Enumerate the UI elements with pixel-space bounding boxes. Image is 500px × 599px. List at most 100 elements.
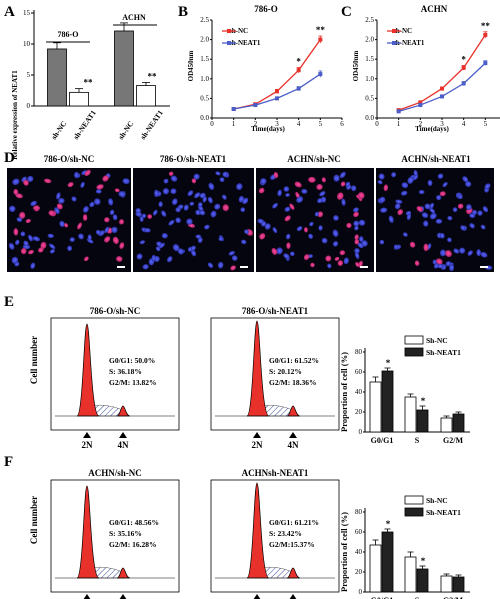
nucleus-dapi: [204, 224, 210, 230]
significance-mark: *: [296, 56, 301, 66]
nucleus-dapi: [28, 234, 34, 242]
nucleus-dapi: [429, 202, 434, 209]
panel-b: 786-O Time(days) OD450nm sh-NC sh-NEAT1 …: [187, 4, 344, 133]
nucleus-edu-positive: [40, 241, 47, 249]
nucleus-dapi: [23, 240, 29, 247]
y-tick-label: 0.5: [365, 94, 374, 102]
ploidy-label: 4N: [288, 440, 300, 450]
data-point-sh-NEAT1: [461, 81, 466, 86]
nucleus-edu-positive: [116, 256, 123, 262]
panel-label-c: C: [341, 4, 352, 20]
legend-marker: [392, 29, 396, 33]
nucleus-dapi: [215, 171, 221, 176]
histogram-g0g1-text: G0/G1: 61.21%: [269, 518, 319, 527]
significance-mark: **: [481, 21, 491, 31]
panel-f-y-tick-label: 0: [359, 588, 363, 596]
panel-e-histogram-2: 786-O/sh-NEAT1 G0/G1: 61.52% S: 20.12% G2/M…: [210, 306, 340, 450]
x-tick-label: 3: [275, 120, 279, 128]
histogram-g2m-text: G2/M:15.37%: [269, 540, 315, 549]
panel-e-y-tick-label: 60: [355, 368, 363, 376]
nucleus-dapi: [466, 204, 472, 211]
nucleus-dapi: [207, 196, 213, 204]
nucleus-dapi: [402, 232, 408, 237]
nucleus-edu-positive: [13, 228, 19, 236]
panel-c-title: ACHN: [421, 4, 448, 14]
nucleus-dapi: [394, 203, 401, 210]
histogram-g2m-text: G2/M: 13.82%: [109, 378, 157, 387]
nucleus-dapi: [12, 178, 20, 186]
panel-e-legend-swatch: [404, 347, 424, 357]
panel-d-title-3: ACHN/sh-NC: [287, 154, 341, 164]
nucleus-dapi: [152, 209, 158, 216]
nucleus-edu-positive: [325, 255, 332, 262]
panel-a-group-786o: 786-O: [58, 30, 79, 39]
nucleus-edu-positive: [20, 248, 27, 255]
data-point-sh-NEAT1: [418, 103, 423, 108]
nucleus-dapi: [142, 264, 149, 270]
histogram-g2m-text: G2/M: 16.28%: [109, 540, 157, 549]
nucleus-dapi: [480, 224, 486, 230]
nucleus-dapi: [214, 203, 221, 210]
nucleus-dapi: [272, 202, 278, 209]
panel-d-title-1: 786-O/sh-NC: [44, 154, 95, 164]
nucleus-dapi: [321, 237, 328, 244]
x-tick-label: 0: [375, 120, 379, 128]
nucleus-dapi: [359, 236, 364, 243]
nucleus-dapi: [435, 218, 443, 224]
nucleus-dapi: [111, 226, 118, 234]
nucleus-dapi: [380, 207, 388, 213]
nucleus-dapi: [394, 244, 398, 250]
nucleus-edu-positive: [457, 203, 464, 209]
panel-a-bar: [69, 91, 89, 107]
nucleus-edu-positive: [358, 192, 365, 199]
nucleus-dapi: [87, 234, 92, 241]
x-tick-label: 5: [319, 120, 323, 128]
nucleus-dapi: [447, 237, 452, 243]
nucleus-dapi: [193, 173, 200, 180]
nucleus-edu-positive: [339, 250, 346, 256]
nucleus-dapi: [162, 188, 170, 195]
y-tick-label: 0.0: [200, 114, 209, 122]
nucleus-dapi: [22, 244, 31, 250]
panel-a-bar: [114, 30, 134, 107]
nucleus-edu-positive: [28, 249, 34, 255]
nucleus-dapi: [333, 174, 340, 182]
panel-a-ytick: 10: [23, 40, 31, 48]
ploidy-arrow: [119, 432, 127, 438]
ploidy-arrow: [253, 432, 261, 438]
nucleus-edu-positive: [303, 254, 310, 260]
panel-e-significance: *: [421, 396, 426, 406]
panel-e-y-tick-label: 0: [359, 428, 363, 436]
histogram-g1-peak: [76, 323, 100, 417]
nucleus-dapi: [353, 207, 359, 213]
nucleus-edu-positive: [439, 191, 446, 197]
nucleus-dapi: [284, 206, 291, 212]
nucleus-dapi: [154, 189, 159, 198]
nucleus-dapi: [421, 212, 429, 218]
nucleus-dapi: [108, 198, 114, 206]
nucleus-dapi: [351, 185, 357, 192]
nucleus-edu-positive: [353, 211, 359, 218]
nucleus-dapi: [48, 243, 56, 250]
panel-e-x-tick-label: G0/G1: [371, 436, 394, 445]
y-tick-label: 1.0: [365, 75, 374, 83]
nucleus-dapi: [378, 173, 385, 180]
y-tick-label: 1.5: [200, 55, 209, 63]
nucleus-dapi: [30, 262, 36, 269]
nucleus-dapi: [484, 183, 491, 190]
nucleus-dapi: [424, 203, 431, 210]
nucleus-dapi: [445, 261, 452, 267]
data-point-sh-NEAT1: [483, 61, 488, 66]
panel-f-significance: *: [386, 519, 391, 529]
nucleus-dapi: [171, 198, 178, 206]
nucleus-dapi: [354, 225, 359, 231]
legend-marker: [392, 41, 396, 45]
nucleus-edu-positive: [286, 242, 291, 249]
nucleus-edu-positive: [346, 222, 352, 228]
panel-d-title-2: 786-O/sh-NEAT1: [160, 154, 227, 164]
nucleus-edu-positive: [321, 177, 326, 183]
x-tick-label: 2: [254, 120, 258, 128]
x-tick-label: 2: [419, 120, 423, 128]
nucleus-dapi: [151, 254, 156, 262]
nucleus-dapi: [469, 223, 475, 229]
